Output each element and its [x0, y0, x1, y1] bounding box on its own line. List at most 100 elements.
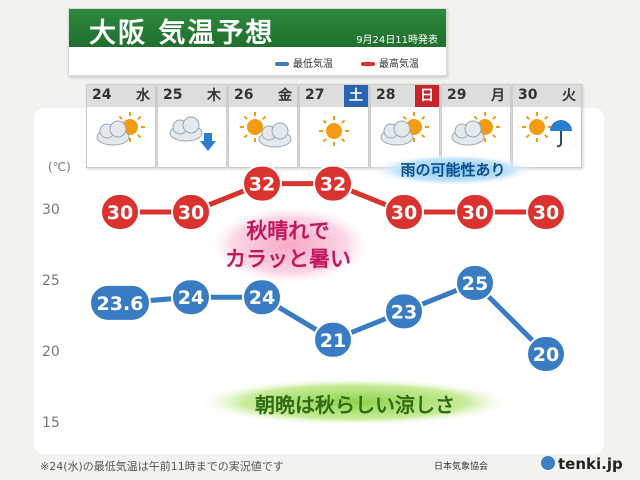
sun-shape [319, 116, 349, 146]
y-tick-25: 25 [42, 273, 60, 289]
day-date: 25 [163, 87, 183, 103]
y-tick-15: 15 [42, 415, 60, 431]
min-temp-point [242, 278, 282, 317]
min-temp-point [313, 320, 353, 359]
autumn-callout-glow [208, 205, 372, 285]
min-temp-label: 23.6 [97, 293, 144, 315]
cloud-shape [96, 120, 130, 146]
day-weekday: 月 [491, 88, 505, 104]
max-temp-label: 32 [249, 174, 275, 196]
cloud-shape [380, 120, 414, 146]
max-temp-point [171, 193, 211, 231]
axis-unit: (℃) [48, 160, 71, 174]
day-header: 26 金 [229, 85, 297, 107]
autumn-callout-line1: 秋晴れで [246, 219, 330, 243]
min-temp-label: 24 [249, 287, 275, 309]
max-temp-point [313, 164, 353, 203]
day-tile: 29 月 [441, 84, 511, 168]
legend-min: 最低気温 [275, 55, 333, 70]
umbrella-shape [550, 120, 572, 148]
day-date: 29 [447, 87, 467, 103]
legend-max-label: 最高気温 [379, 59, 419, 70]
max-temp-label: 30 [391, 202, 417, 224]
legend-min-swatch [275, 62, 289, 66]
cloudy-sunny-weather-icon [87, 109, 155, 165]
day-tile: 25 木 [157, 84, 227, 168]
max-temp-point [455, 193, 495, 231]
autumn-callout-line2: カラッと暑い [225, 247, 351, 271]
sun-shape [522, 112, 552, 142]
sunny-rain-weather-icon [513, 109, 581, 165]
day-header: 24 水 [87, 85, 155, 107]
brand-name: tenki.jp [558, 455, 623, 473]
day-header: 29 月 [442, 85, 510, 107]
max-temp-label: 30 [462, 202, 488, 224]
cloudy-rain-weather-icon [158, 109, 226, 165]
footer-note: ※24(水)の最低気温は午前11時までの実況値です [40, 460, 284, 473]
min-temp-label: 20 [533, 344, 559, 366]
cloud-shape [169, 116, 203, 142]
min-temp-label: 24 [178, 287, 204, 309]
day-weekday: 金 [278, 88, 292, 104]
day-tile: 28 日 [370, 84, 440, 168]
tenki-logo-icon [541, 456, 555, 470]
header-card: 大阪 気温予想 9月24日11時発表 最低気温 最高気温 [68, 8, 447, 76]
legend-max-swatch [361, 62, 375, 66]
day-header: 28 日 [371, 85, 439, 107]
min-temp-label: 21 [320, 330, 346, 352]
max-temp-point [526, 193, 566, 231]
day-weekday: 火 [562, 88, 576, 104]
day-weekday: 木 [207, 88, 221, 104]
max-temp-label: 30 [178, 202, 204, 224]
min-temp-point [455, 264, 495, 302]
day-tile: 27 土 [299, 84, 369, 168]
legend-max: 最高気温 [361, 55, 419, 70]
day-header: 25 木 [158, 85, 226, 107]
day-tile: 30 火 [512, 84, 582, 168]
morning-callout-glow [195, 378, 515, 426]
day-date: 30 [518, 87, 538, 103]
credit-org: 日本気象協会 [433, 462, 488, 472]
y-tick-30: 30 [42, 202, 60, 218]
cloudy-sunny-weather-icon [442, 109, 510, 165]
title-bar: 大阪 気温予想 9月24日11時発表 [69, 9, 446, 49]
max-temp-label: 30 [533, 202, 559, 224]
issued-time: 9月24日11時発表 [356, 35, 438, 46]
max-temp-label: 32 [320, 174, 346, 196]
y-tick-20: 20 [42, 344, 60, 360]
sunny-cloudy-weather-icon [229, 109, 297, 165]
cloud-shape [451, 120, 485, 146]
morning-callout: 朝晩は秋らしい涼しさ [255, 393, 455, 417]
day-date: 24 [92, 87, 112, 103]
day-header: 27 土 [300, 85, 368, 107]
day-date: 27 [305, 87, 325, 103]
sunny-weather-icon [300, 109, 368, 165]
max-temp-point [242, 164, 282, 203]
day-date: 28 [376, 87, 396, 103]
min-temp-point [171, 278, 211, 317]
max-temp-point [384, 193, 424, 231]
day-date: 26 [234, 87, 254, 103]
rain-callout: 雨の可能性あり [400, 161, 506, 179]
min-temp-label: 25 [462, 273, 488, 295]
day-tile: 26 金 [228, 84, 298, 168]
max-temp-point [100, 193, 140, 231]
max-temp-label: 30 [107, 202, 133, 224]
autumn-callout: 秋晴れで カラッと暑い [198, 217, 378, 273]
legend-min-label: 最低気温 [293, 59, 333, 70]
day-tile: 24 水 [86, 84, 156, 168]
day-header: 30 火 [513, 85, 581, 107]
cloud-shape [258, 122, 292, 148]
rain-callout-glow [371, 154, 535, 186]
day-weekday: 土 [344, 85, 368, 107]
rain-arrow-shape [200, 133, 216, 151]
min-temp-point [89, 283, 151, 322]
day-weekday: 日 [415, 85, 439, 107]
min-temp-point [384, 292, 424, 331]
min-temp-point [526, 335, 566, 373]
cloudy-sunny-weather-icon [371, 109, 439, 165]
page-title: 大阪 気温予想 [89, 18, 275, 49]
min-temp-label: 23 [391, 301, 417, 323]
day-weekday: 水 [136, 88, 150, 104]
